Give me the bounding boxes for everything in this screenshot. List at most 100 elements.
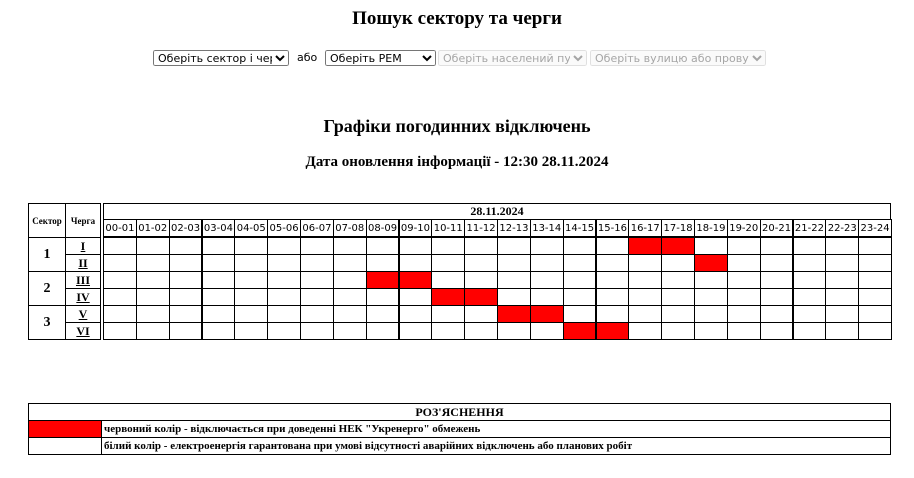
hour-header: 10-11 [431,219,466,237]
schedule-cell [792,237,827,255]
schedule-cell [464,322,498,340]
schedule-cell [201,288,236,306]
schedule-cell [628,237,663,255]
schedule-cell [332,288,367,306]
schedule-cell [497,271,531,289]
schedule-cell [267,237,301,255]
schedule-cell [562,322,597,340]
sector-select[interactable]: Оберіть сектор і чергу [153,50,289,66]
schedule-cell [825,322,860,340]
schedule-cell [234,288,269,306]
schedule-cell [300,305,334,323]
schedule-cell [431,237,466,255]
update-date: Дата оновлення інформації - 12:30 28.11.… [305,154,609,170]
schedule-cell [135,271,170,289]
schedule-cell [661,237,695,255]
schedule-title: Графіки погодинних відключень [323,116,591,136]
hour-header: 06-07 [300,219,334,237]
schedule-cell [234,237,269,255]
schedule-cell [792,322,827,340]
schedule-cell [792,288,827,306]
street-select: Оберіть вулицю або провулок [590,50,766,66]
schedule-cell [201,271,236,289]
schedule-cell [300,254,334,272]
schedule-cell [365,322,400,340]
schedule-cell [398,271,433,289]
schedule-cell [332,254,367,272]
schedule-cell [168,254,203,272]
schedule-cell [332,305,367,323]
schedule-cell [792,271,827,289]
legend-text: червоний колір - відключається при довед… [101,420,891,438]
queue-link[interactable]: VI [65,322,101,340]
schedule-cell [365,237,400,255]
schedule-cell [135,322,170,340]
schedule-cell [201,322,236,340]
schedule-cell [300,271,334,289]
queue-link[interactable]: V [65,305,101,323]
queue-header: Черга [65,203,101,238]
schedule-cell [726,271,761,289]
schedule-cell [234,271,269,289]
schedule-cell [431,288,466,306]
queue-link[interactable]: III [65,271,101,289]
queue-link[interactable]: II [65,254,101,272]
schedule-cell [726,305,761,323]
hour-header: 21-22 [792,219,827,237]
hour-header: 17-18 [661,219,695,237]
schedule-cell [464,271,498,289]
schedule-cell [103,237,137,255]
schedule-cell [431,305,466,323]
schedule-cell [562,305,597,323]
schedule-cell [825,237,860,255]
hour-header: 15-16 [595,219,630,237]
schedule-cell [168,237,203,255]
schedule-cell [694,322,728,340]
schedule-cell [759,271,794,289]
queue-link[interactable]: I [65,237,101,255]
schedule-cell [661,271,695,289]
schedule-cell [168,288,203,306]
schedule-cell [267,305,301,323]
schedule-cell [365,254,400,272]
hour-header: 14-15 [562,219,597,237]
schedule-cell [858,305,892,323]
schedule-cell [759,288,794,306]
schedule-cell [267,288,301,306]
schedule-cell [562,254,597,272]
schedule-cell [234,305,269,323]
schedule-cell [135,254,170,272]
schedule-cell [661,305,695,323]
schedule-cell [332,322,367,340]
schedule-cell [398,305,433,323]
schedule-cell [694,288,728,306]
legend-swatch [28,420,102,438]
schedule-cell [628,288,663,306]
hour-header: 03-04 [201,219,236,237]
schedule-cell [103,271,137,289]
hour-header: 11-12 [464,219,498,237]
hour-header: 04-05 [234,219,269,237]
schedule-cell [135,237,170,255]
schedule-cell [464,237,498,255]
legend-swatch [28,437,102,455]
schedule-cell [168,322,203,340]
sector-label: 1 [28,237,66,272]
schedule-cell [332,237,367,255]
schedule-cell [759,322,794,340]
schedule-cell [825,254,860,272]
schedule-cell [694,271,728,289]
schedule-cell [201,237,236,255]
schedule-cell [694,305,728,323]
queue-link[interactable]: IV [65,288,101,306]
schedule-cell [858,254,892,272]
rem-select[interactable]: Оберіть РЕМ [325,50,436,66]
hour-header: 19-20 [726,219,761,237]
schedule-cell [858,237,892,255]
schedule-cell [103,288,137,306]
schedule-cell [726,288,761,306]
schedule-cell [398,322,433,340]
schedule-cell [759,254,794,272]
schedule-cell [201,305,236,323]
